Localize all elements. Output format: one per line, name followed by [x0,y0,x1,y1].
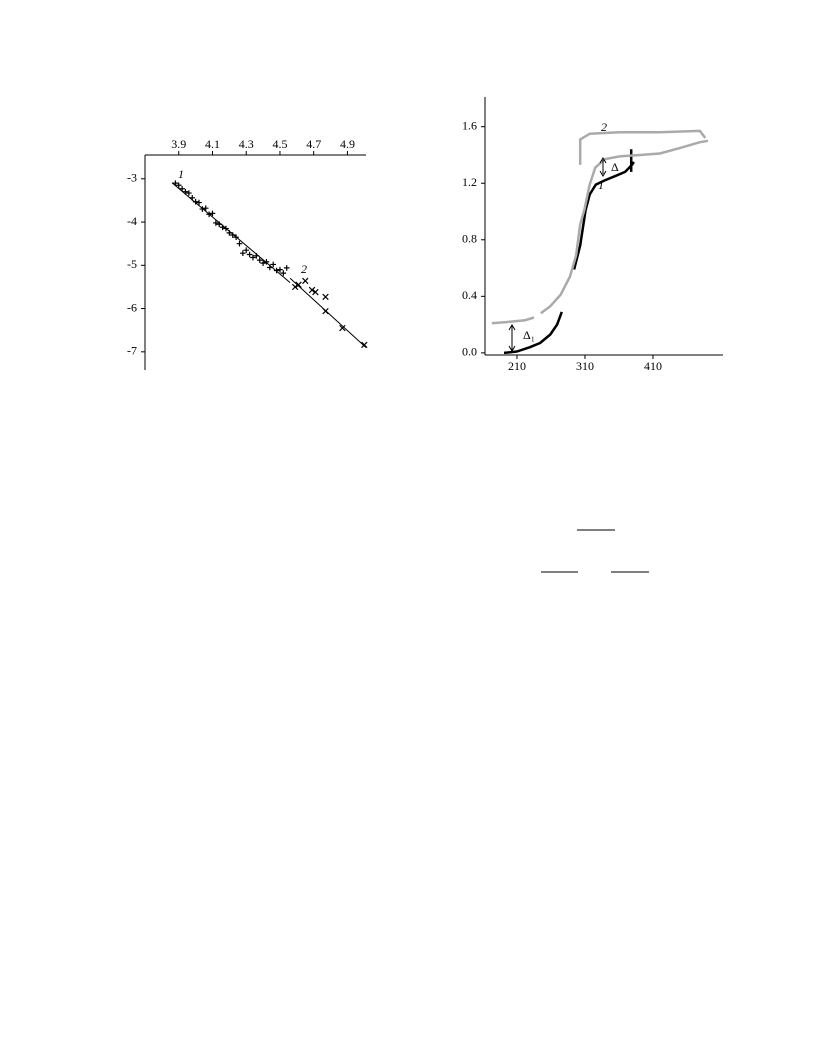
point [206,211,212,218]
point [260,260,266,266]
point [192,198,199,205]
x-tick-label: 210 [508,359,526,373]
point [172,180,179,186]
annotation: Δ [611,160,619,174]
point [253,252,260,259]
point [295,281,302,289]
point [179,185,185,192]
y-tick-label: 0.8 [462,232,477,246]
annotation: Δ₁ [523,328,535,342]
point [196,199,202,206]
point [263,259,270,265]
point [213,220,219,226]
series-label: 1 [178,167,184,181]
point [243,247,250,253]
point [219,224,226,231]
x-tick-label: 4.1 [205,137,220,151]
y-tick-label: 1.2 [462,175,477,189]
point [270,261,277,268]
point [277,266,283,273]
point [216,221,223,228]
x-tick-label: 4.3 [239,137,254,151]
point [280,270,287,276]
curve [503,149,635,355]
x-tick-label: 3.9 [171,137,186,151]
point [291,283,299,291]
point [189,195,196,201]
y-tick-label: -6 [127,300,137,314]
point [236,240,243,247]
point [256,257,263,263]
series-label: 1 [598,178,604,192]
y-tick-label: 1.6 [462,118,477,132]
series-label: 2 [301,262,307,276]
y-tick-label: 0.0 [462,345,477,359]
point [308,286,316,294]
point [322,307,329,315]
point [175,182,182,189]
point [226,230,233,236]
point [199,206,206,212]
point [267,264,273,271]
x-tick-label: 4.5 [272,137,287,151]
point [339,324,346,332]
series-label: 2 [601,120,607,134]
point [361,341,368,349]
x-tick-label: 310 [576,359,594,373]
y-tick-label: -5 [127,257,137,271]
y-tick-label: 0.4 [462,288,477,302]
curve [491,129,709,325]
point [240,250,246,256]
y-tick-label: -3 [127,171,137,185]
arrow [508,324,516,352]
point [312,288,319,296]
x-tick-label: 410 [644,359,662,373]
x-tick-label: 4.7 [306,137,321,151]
point [229,232,236,238]
point [233,234,239,240]
point [322,293,329,301]
point [302,277,309,285]
x-tick-label: 4.9 [340,137,355,151]
point [283,265,290,271]
y-tick-label: -4 [127,214,137,228]
point [202,205,209,212]
arrow [599,157,607,177]
point [246,251,253,258]
point [182,188,189,195]
point [186,190,192,196]
point [209,210,216,217]
point [223,225,229,232]
point [250,254,256,261]
point [273,267,280,274]
y-tick-label: -7 [127,344,137,358]
